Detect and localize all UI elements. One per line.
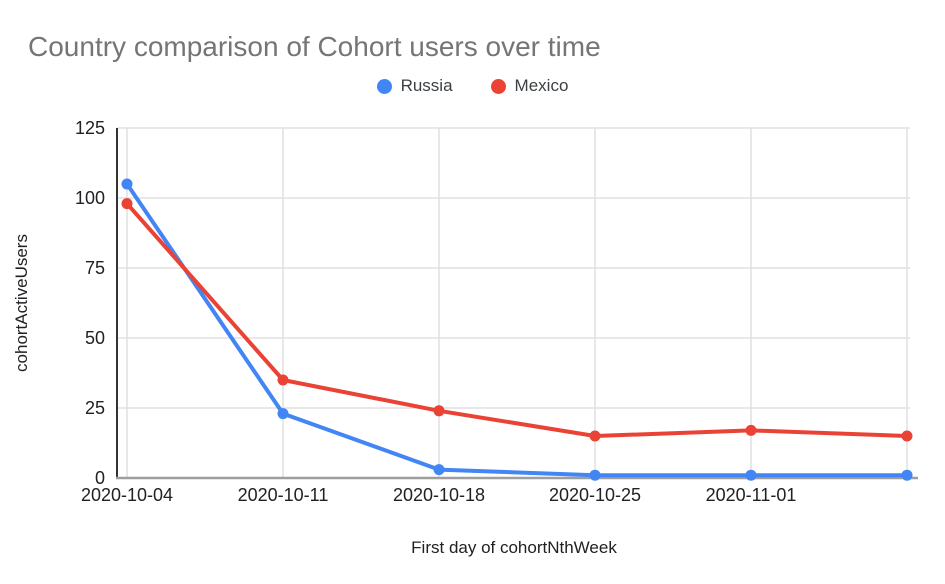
y-axis-title: cohortActiveUsers — [12, 234, 31, 372]
legend-label-mexico: Mexico — [514, 76, 569, 95]
y-tick-label: 100 — [75, 188, 105, 208]
series-mexico-line — [125, 201, 909, 438]
series-russia-point[interactable] — [277, 408, 289, 420]
legend-dot-mexico — [490, 78, 506, 94]
legend-item-mexico[interactable]: Mexico — [490, 76, 569, 96]
chart-title: Country comparison of Cohort users over … — [28, 31, 601, 62]
series-mexico-point[interactable] — [277, 374, 289, 386]
series-russia-point[interactable] — [901, 469, 913, 481]
y-tick-label: 125 — [75, 118, 105, 138]
series-russia-point[interactable] — [121, 178, 133, 190]
x-tick-label: 2020-10-04 — [81, 485, 173, 505]
legend-dot-russia — [376, 78, 392, 94]
chart-legend: Russia Mexico — [0, 76, 945, 96]
series-russia-point[interactable] — [433, 464, 445, 476]
x-tick-label: 2020-10-18 — [393, 485, 485, 505]
x-tick-label: 2020-11-01 — [706, 485, 797, 505]
x-tick-label: 2020-10-11 — [238, 485, 329, 505]
y-tick-label: 0 — [95, 468, 105, 488]
x-axis-title: First day of cohortNthWeek — [411, 538, 617, 557]
series-russia-point[interactable] — [589, 469, 601, 481]
y-tick-label: 75 — [85, 258, 105, 278]
y-tick-label: 50 — [85, 328, 105, 348]
series-mexico-point[interactable] — [433, 405, 445, 417]
series-mexico-point[interactable] — [589, 430, 601, 442]
y-tick-label: 25 — [85, 398, 105, 418]
legend-label-russia: Russia — [400, 76, 453, 95]
series-mexico-point[interactable] — [745, 424, 757, 436]
series-russia-line — [125, 182, 909, 478]
x-tick-label: 2020-10-25 — [549, 485, 641, 505]
series-russia-point[interactable] — [745, 469, 757, 481]
legend-item-russia[interactable]: Russia — [376, 76, 453, 96]
series-mexico-point[interactable] — [121, 198, 133, 210]
series-mexico-point[interactable] — [901, 430, 913, 442]
